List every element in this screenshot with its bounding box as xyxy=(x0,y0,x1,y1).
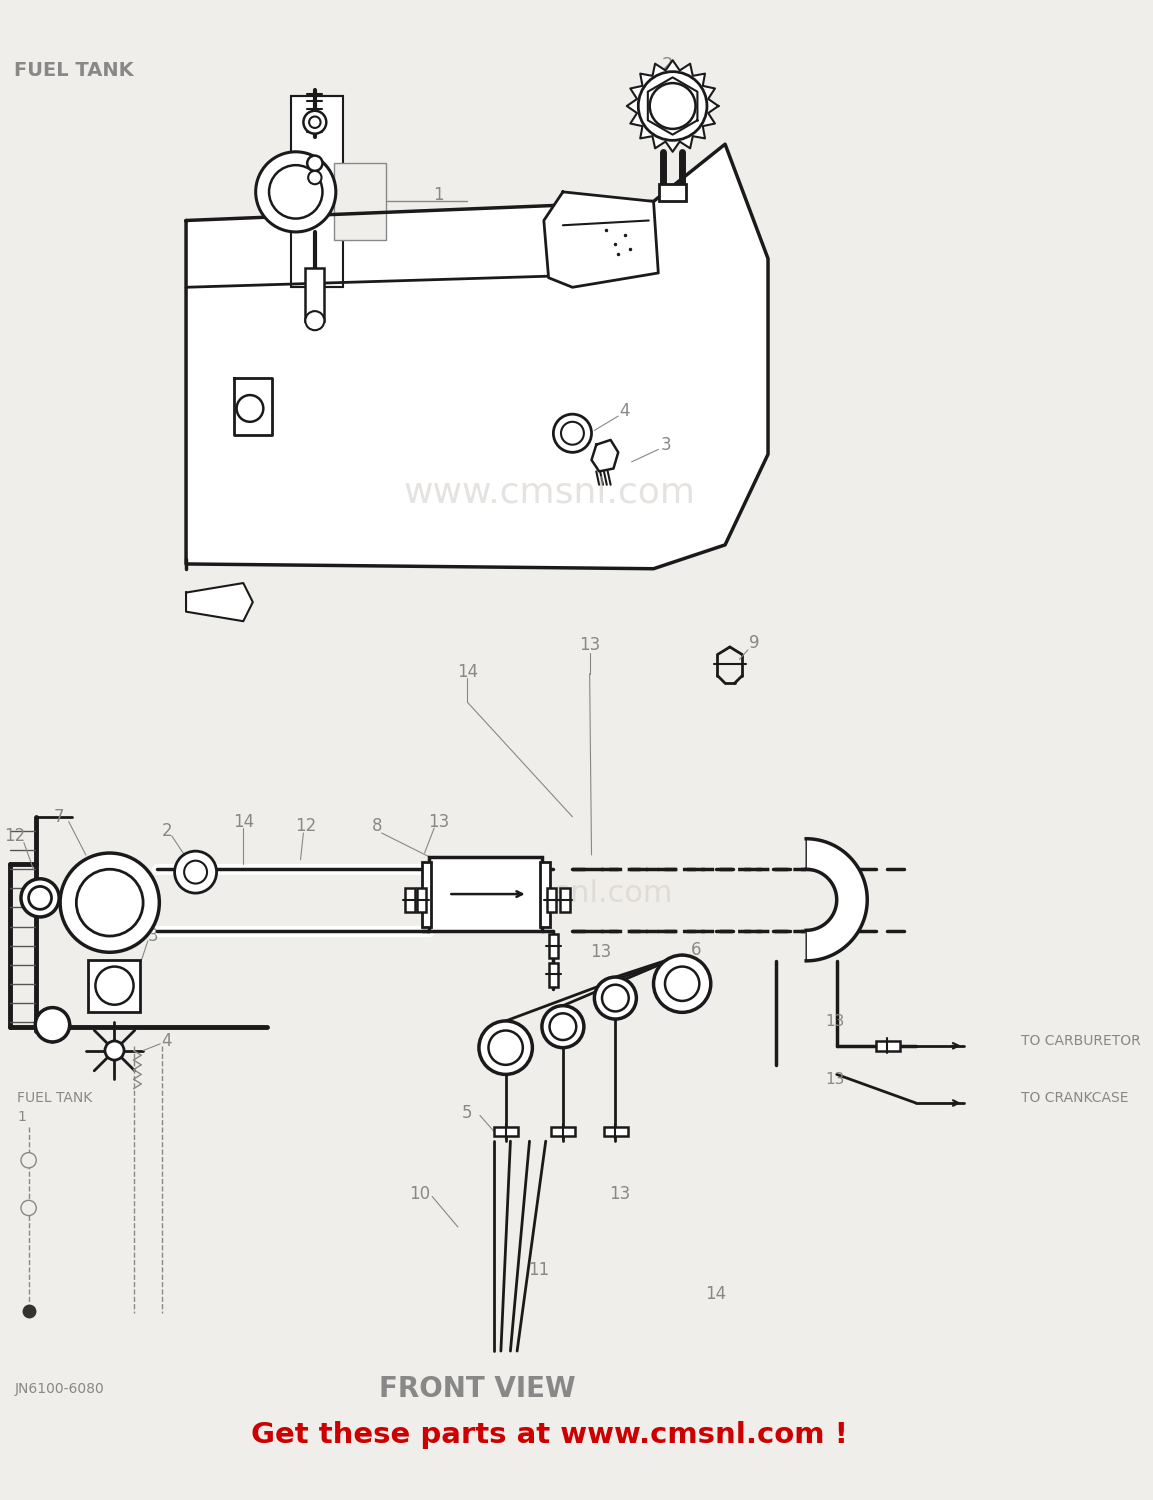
Text: 13: 13 xyxy=(428,813,450,831)
Circle shape xyxy=(595,976,636,1018)
Polygon shape xyxy=(806,839,867,962)
Circle shape xyxy=(602,984,628,1011)
Circle shape xyxy=(174,850,217,892)
Bar xyxy=(549,963,558,987)
Polygon shape xyxy=(234,378,272,435)
Text: 1: 1 xyxy=(17,1110,27,1125)
Text: 2: 2 xyxy=(662,56,673,74)
Bar xyxy=(88,960,141,1012)
Bar xyxy=(551,1126,575,1137)
Bar xyxy=(549,934,558,958)
Circle shape xyxy=(639,72,707,141)
Bar xyxy=(604,1126,627,1137)
Text: 10: 10 xyxy=(409,1185,430,1203)
Circle shape xyxy=(654,956,710,1012)
Text: 14: 14 xyxy=(233,813,254,831)
Text: 13: 13 xyxy=(826,1071,844,1086)
Text: 14: 14 xyxy=(457,663,478,681)
Circle shape xyxy=(550,1014,576,1040)
Circle shape xyxy=(489,1030,522,1065)
Circle shape xyxy=(303,111,326,134)
Bar xyxy=(417,888,427,912)
Bar xyxy=(560,888,570,912)
Circle shape xyxy=(306,310,324,330)
Bar xyxy=(429,856,542,932)
Bar xyxy=(291,96,344,288)
Circle shape xyxy=(29,886,52,909)
Text: 3: 3 xyxy=(661,435,671,453)
Text: 13: 13 xyxy=(826,1014,844,1029)
Circle shape xyxy=(308,171,322,184)
Circle shape xyxy=(184,861,208,883)
Text: www.cmsnl.com: www.cmsnl.com xyxy=(404,476,695,510)
Bar xyxy=(306,268,324,321)
Text: TO CRANKCASE: TO CRANKCASE xyxy=(1020,1090,1129,1106)
Circle shape xyxy=(76,870,143,936)
Text: 13: 13 xyxy=(610,1185,631,1203)
Bar xyxy=(540,861,550,927)
Circle shape xyxy=(96,966,134,1005)
Text: 12: 12 xyxy=(295,818,316,836)
Text: FUEL TANK: FUEL TANK xyxy=(14,62,134,80)
Polygon shape xyxy=(627,60,718,152)
Text: 5: 5 xyxy=(462,1104,473,1122)
Text: 2: 2 xyxy=(161,822,172,840)
Circle shape xyxy=(105,1041,125,1060)
Bar xyxy=(495,1126,518,1137)
Circle shape xyxy=(478,1022,533,1074)
Circle shape xyxy=(21,879,59,916)
Circle shape xyxy=(60,853,159,952)
Text: 7: 7 xyxy=(54,808,65,826)
Polygon shape xyxy=(544,192,658,288)
Text: 14: 14 xyxy=(704,1286,726,1304)
Bar xyxy=(334,164,386,240)
Circle shape xyxy=(256,152,336,232)
Circle shape xyxy=(542,1005,583,1047)
Text: 8: 8 xyxy=(371,818,382,836)
Text: 11: 11 xyxy=(528,1262,550,1280)
Text: FRONT VIEW: FRONT VIEW xyxy=(378,1376,575,1402)
Polygon shape xyxy=(591,440,618,471)
Text: 3: 3 xyxy=(148,927,158,945)
Circle shape xyxy=(309,117,321,128)
Text: 6: 6 xyxy=(691,942,702,960)
Text: FWD: FWD xyxy=(199,596,235,609)
Text: 4: 4 xyxy=(161,1032,172,1050)
Circle shape xyxy=(21,1152,36,1168)
Text: www.cmsnl.com: www.cmsnl.com xyxy=(427,879,673,908)
Circle shape xyxy=(553,414,591,453)
Text: FUEL TANK: FUEL TANK xyxy=(17,1090,92,1106)
Bar xyxy=(547,888,556,912)
Circle shape xyxy=(269,165,323,219)
Text: 9: 9 xyxy=(749,634,760,652)
Polygon shape xyxy=(186,144,768,568)
Bar xyxy=(660,184,686,201)
Text: Get these parts at www.cmsnl.com !: Get these parts at www.cmsnl.com ! xyxy=(251,1420,849,1449)
Circle shape xyxy=(650,82,695,129)
Text: 13: 13 xyxy=(579,636,601,654)
Circle shape xyxy=(236,394,263,422)
Circle shape xyxy=(307,156,323,171)
Bar xyxy=(406,888,415,912)
Text: 12: 12 xyxy=(3,827,25,844)
Text: 1: 1 xyxy=(434,186,444,204)
Bar xyxy=(422,861,431,927)
Bar xyxy=(876,1041,899,1050)
Text: 4: 4 xyxy=(619,402,631,420)
Circle shape xyxy=(562,422,583,444)
Text: TO CARBURETOR: TO CARBURETOR xyxy=(1020,1034,1140,1048)
Text: 13: 13 xyxy=(590,944,612,962)
Text: JN6100-6080: JN6100-6080 xyxy=(14,1382,104,1396)
Circle shape xyxy=(665,966,700,1000)
Circle shape xyxy=(36,1008,69,1042)
Circle shape xyxy=(21,1200,36,1215)
Polygon shape xyxy=(186,584,253,621)
